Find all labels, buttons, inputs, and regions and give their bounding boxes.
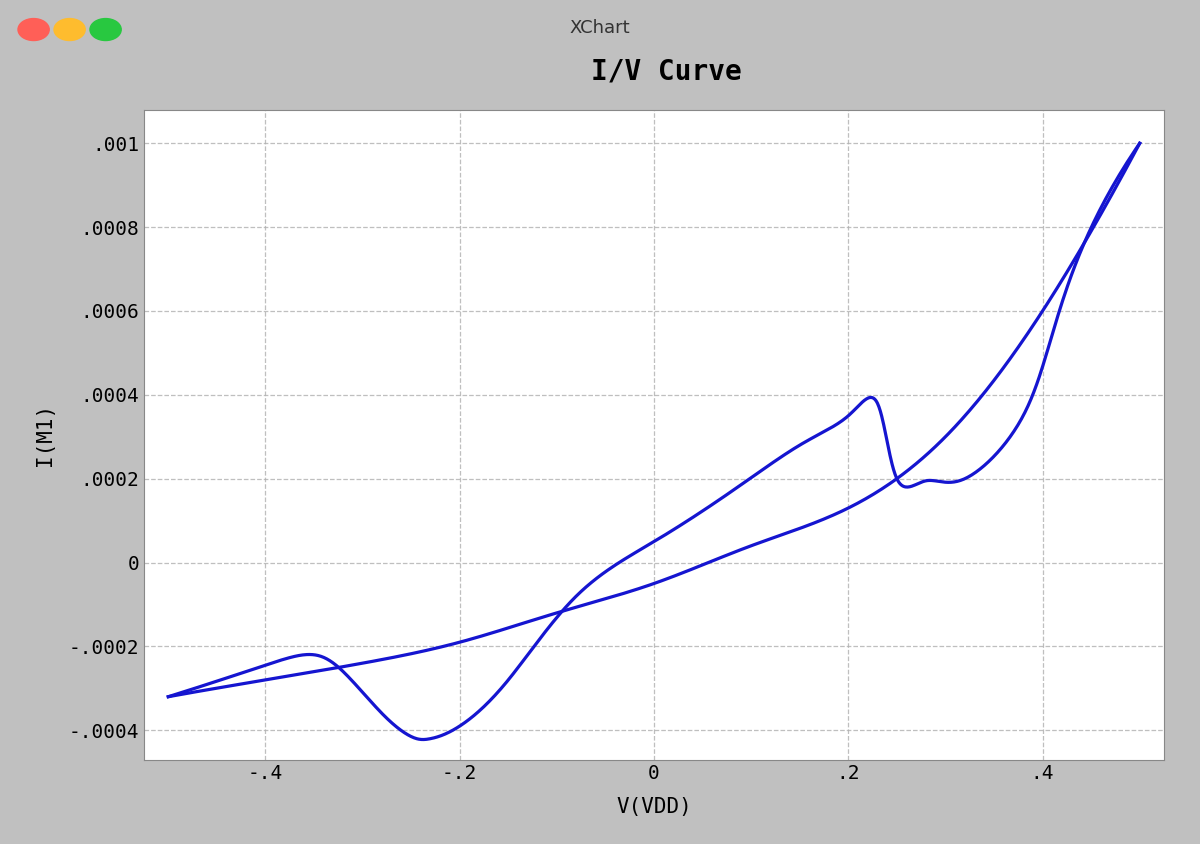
Text: XChart: XChart (570, 19, 630, 36)
Text: I/V Curve: I/V Curve (590, 57, 742, 86)
Y-axis label: I(M1): I(M1) (35, 403, 55, 466)
X-axis label: V(VDD): V(VDD) (616, 798, 692, 817)
